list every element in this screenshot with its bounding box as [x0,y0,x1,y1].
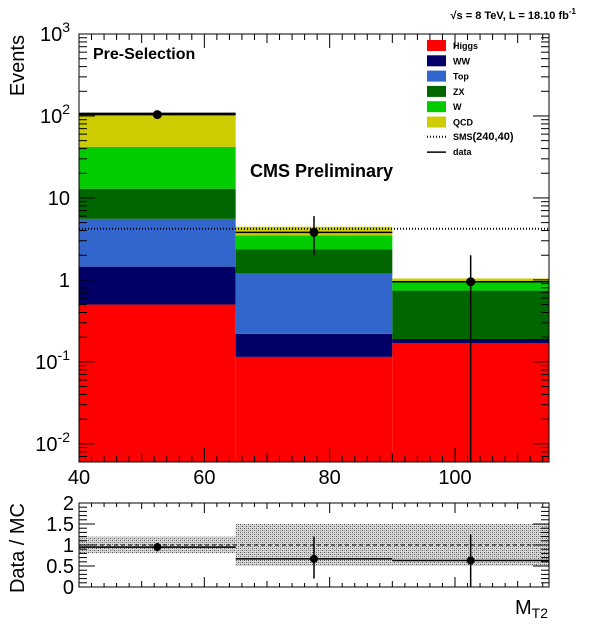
ratio-axis-ticks [78,502,549,588]
legend-label-ww: WW [453,56,470,66]
bar-w-bin-1 [79,146,236,189]
bar-top-bin-1 [79,218,236,267]
legend-label-top: Top [453,72,469,82]
data-point-2 [309,227,319,237]
legend-swatch-zx [427,85,446,97]
y-tick-label: 10-1 [35,347,70,374]
ratio-uncertainty-band [79,524,549,566]
ratio-panel: 00.511.52 Data / MC MT2 [7,493,550,621]
selection-label: Pre-Selection [93,46,195,63]
cms-preliminary-label: CMS Preliminary [250,161,393,181]
bar-higgs-bin-1 [79,304,236,462]
x-tick-label: 40 [68,467,90,489]
y-tick-label: 103 [40,19,70,46]
ratio-point-2 [310,554,318,563]
ratio-point-3 [466,556,475,565]
legend-label-w: W [453,102,462,112]
ratio-y-axis-label: Data / MC [7,503,29,593]
legend-label-zx: ZX [453,87,465,97]
bar-higgs-bin-2 [235,356,393,462]
main-axis-ticks [78,33,549,463]
y-tick-label: 1 [59,270,70,292]
ratio-y-tick-labels: 00.511.52 [46,493,74,599]
bar-zx-bin-1 [79,188,236,219]
legend-label-sms: SMS(240,40) [453,131,514,143]
legend-swatch-w [427,101,446,113]
x-tick-label: 80 [319,467,341,489]
bar-top-bin-2 [235,273,393,334]
legend: Higgs WW Top ZX W QCD SMS(240,40) data [427,40,514,157]
x-tick-label: 60 [193,467,215,489]
energy-lumi-label: √s = 8 TeV, L = 18.10 fb-1 [451,7,577,22]
y-tick-label: 102 [40,101,70,128]
ratio-y-tick-label: 2 [63,493,74,515]
legend-swatch-top [427,70,446,82]
bar-ww-bin-2 [235,333,393,357]
ratio-y-tick-label: 1 [63,535,74,557]
legend-swatch-qcd [427,116,446,128]
data-point-3 [466,277,476,287]
legend-label-data: data [453,147,473,157]
legend-label-qcd: QCD [453,118,474,128]
main-plot-frame [78,33,550,463]
bar-qcd-bin-1 [79,115,236,147]
y-axis-label: Events [7,35,29,96]
bar-zx-bin-2 [235,249,393,274]
ratio-points-layer [79,534,549,587]
legend-swatch-higgs [427,40,446,51]
y-tick-label: 10 [48,188,70,210]
x-axis-label: MT2 [515,597,548,621]
ratio-y-tick-label: 0 [63,577,74,599]
y-tick-label: 10-2 [35,429,70,456]
main-x-tick-labels: 40 60 80 100 [68,467,472,489]
ratio-y-tick-label: 0.5 [46,556,74,578]
legend-label-higgs: Higgs [453,41,478,51]
data-layer [79,110,549,462]
bar-ww-bin-1 [79,266,236,305]
ratio-point-1 [153,543,162,552]
legend-swatch-ww [427,55,446,67]
ratio-y-tick-label: 1.5 [46,514,74,536]
x-tick-label: 100 [438,467,471,489]
